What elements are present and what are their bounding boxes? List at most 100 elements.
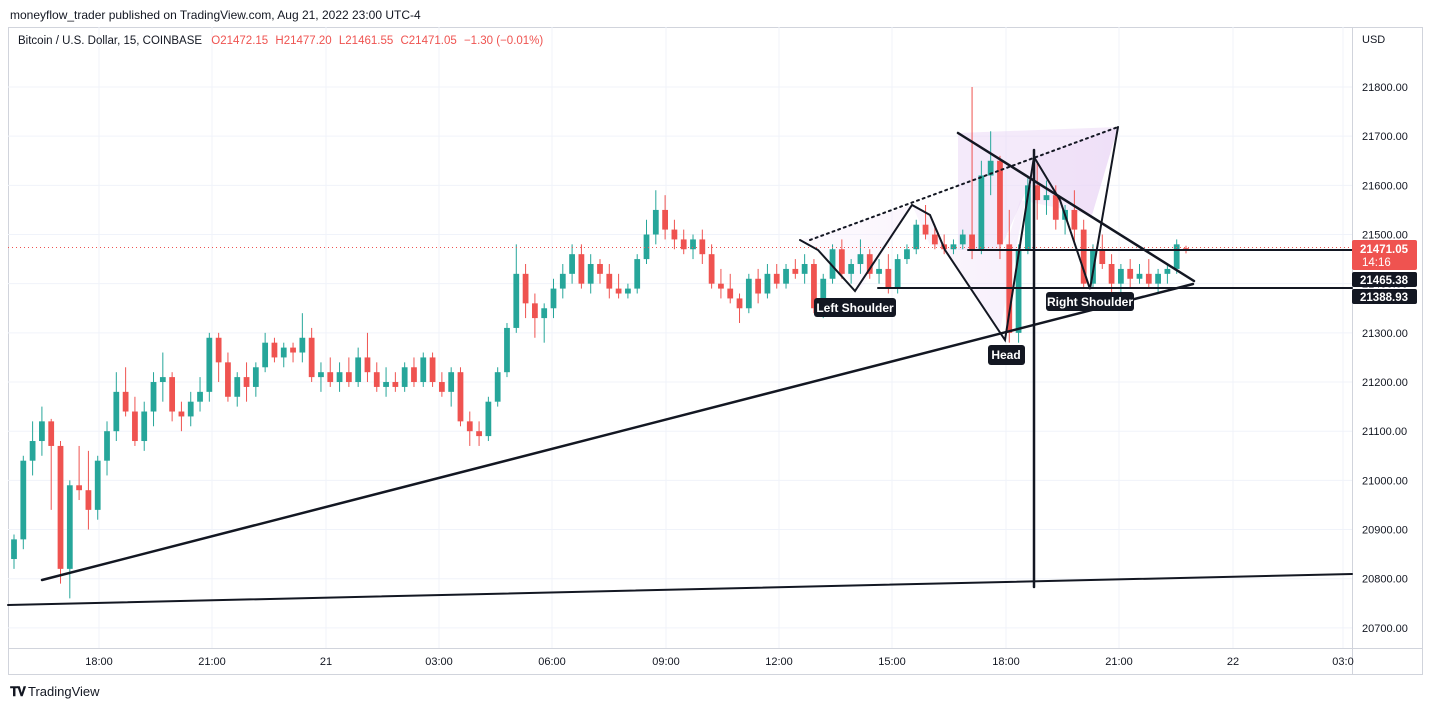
- candle-body: [1155, 273, 1161, 284]
- candle-body: [1043, 195, 1050, 201]
- candle-body: [931, 234, 938, 245]
- chart-frame[interactable]: [8, 27, 1423, 675]
- candle-body: [420, 357, 427, 383]
- candle-body: [1183, 248, 1189, 250]
- candle-body: [243, 377, 250, 387]
- candle-body: [392, 382, 399, 387]
- time-tick-label: 06:00: [538, 656, 566, 668]
- price-tick-label: 21800.00: [1362, 82, 1408, 94]
- candle-body: [57, 445, 64, 569]
- candle-body: [866, 254, 873, 274]
- candle-body: [671, 229, 678, 240]
- candle-body: [904, 249, 910, 260]
- candle-body: [401, 367, 408, 387]
- time-tick-label: 18:00: [85, 656, 113, 668]
- candle-body: [783, 268, 789, 284]
- candle-body: [913, 224, 920, 250]
- candle-body: [113, 391, 120, 432]
- left-shoulder-tag: [814, 298, 896, 317]
- candle-body: [373, 372, 380, 387]
- candle-body: [1173, 244, 1180, 269]
- head-tag: [988, 345, 1025, 365]
- candle-body: [569, 254, 575, 274]
- tradingview-brand[interactable]: 𝐓𝐕 TradingView: [10, 684, 100, 700]
- left-shoulder-text: Left Shoulder: [816, 301, 894, 315]
- time-tick-label: 22: [1227, 656, 1239, 668]
- candle-body: [364, 357, 371, 373]
- price-tick-label: 21500.00: [1362, 230, 1408, 242]
- candle-body: [894, 259, 901, 289]
- time-tick-label: 12:00: [765, 656, 793, 668]
- candle-body: [987, 160, 994, 176]
- candle-body: [559, 273, 566, 289]
- candle-body: [1127, 268, 1134, 279]
- candle-body: [811, 264, 817, 309]
- ohlc-change: −1.30 (−0.01%): [463, 35, 544, 47]
- candle-body: [922, 224, 929, 235]
- candle-body: [280, 347, 287, 358]
- level-2-badge: [1352, 289, 1417, 304]
- brand-name: TradingView: [28, 684, 100, 699]
- candle-body: [773, 273, 780, 284]
- candle-body: [494, 372, 501, 402]
- currency-label[interactable]: USD: [1362, 34, 1386, 46]
- candle-body: [327, 372, 334, 383]
- candle-body: [1136, 273, 1143, 279]
- level-2-label: 21388.93: [1360, 292, 1408, 304]
- right-shoulder-text: Right Shoulder: [1047, 295, 1133, 309]
- candle-body: [336, 372, 343, 383]
- head-text: Head: [991, 348, 1020, 362]
- candle-body: [522, 273, 529, 304]
- price-tick-label: 20800.00: [1362, 574, 1408, 586]
- candle-body: [513, 273, 520, 328]
- time-axis[interactable]: 18:00 21:00 21 03:00 06:00 09:00 12:00 15:00 18:…: [85, 656, 1353, 668]
- price-tick-label: 21700.00: [1362, 131, 1408, 143]
- time-tick-label: 21:00: [198, 656, 226, 668]
- time-tick-label: 21: [320, 656, 332, 668]
- price-tick-label: 21100.00: [1362, 426, 1407, 438]
- candle-body: [662, 209, 668, 230]
- price-tick-label: 21300.00: [1362, 328, 1408, 340]
- price-tick-label: 20900.00: [1362, 525, 1408, 537]
- candle-body: [76, 485, 82, 491]
- candle-body: [299, 337, 306, 353]
- candle-body: [885, 268, 892, 289]
- candle-body: [141, 411, 148, 442]
- candle-body: [745, 278, 752, 309]
- candle-body: [150, 382, 157, 412]
- price-axis[interactable]: 21800.0021700.0021600.0021500.0021400.00…: [1362, 82, 1408, 635]
- candle-body: [1034, 185, 1041, 201]
- candle-body: [355, 357, 362, 383]
- candle-body: [829, 249, 836, 279]
- candle-body: [411, 367, 417, 383]
- candle-body: [541, 308, 548, 319]
- last-price-label: 21471.05: [1360, 244, 1409, 256]
- ascending-trendline: [40, 282, 1195, 582]
- candle-body: [466, 421, 473, 432]
- candle-body: [1164, 268, 1171, 274]
- tradingview-logo-icon: 𝐓𝐕: [10, 684, 26, 699]
- candle-body: [457, 372, 464, 422]
- candle-body: [29, 441, 36, 461]
- countdown-label: 14:16: [1362, 257, 1391, 269]
- candle-body: [345, 372, 352, 383]
- candle-body: [104, 431, 110, 461]
- candle-body: [755, 278, 762, 294]
- right-shoulder-tag: [1046, 292, 1134, 311]
- candle-body: [169, 377, 176, 412]
- time-tick-label: 21:00: [1105, 656, 1133, 668]
- candle-body: [708, 254, 715, 284]
- candle-body: [187, 401, 194, 417]
- candle-body: [950, 244, 957, 250]
- scale-separators: [8, 27, 1423, 675]
- symbol-name[interactable]: Bitcoin / U.S. Dollar, 15, COINBASE: [18, 35, 203, 47]
- candle-body: [94, 460, 101, 510]
- candle-body: [1118, 268, 1124, 284]
- candle-body: [1145, 273, 1152, 284]
- candle-body: [485, 401, 492, 437]
- level-1-label: 21465.38: [1360, 275, 1409, 287]
- candle-body: [1108, 264, 1115, 284]
- time-tick-label: 18:00: [992, 656, 1020, 668]
- price-badges: 21471.05 14:16 21465.38 21388.93: [1352, 240, 1417, 304]
